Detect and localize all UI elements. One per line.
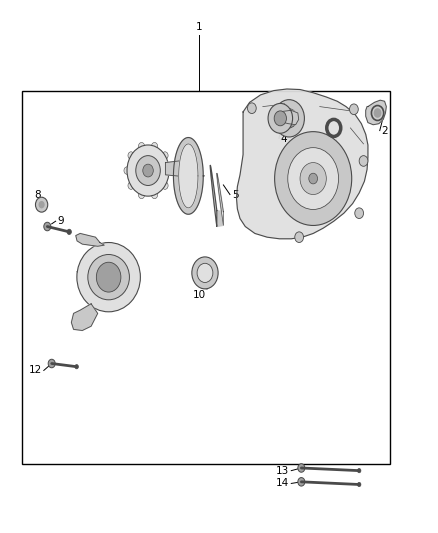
- Circle shape: [166, 167, 172, 174]
- Circle shape: [138, 191, 145, 199]
- Circle shape: [247, 103, 256, 114]
- Circle shape: [300, 163, 326, 195]
- Circle shape: [374, 108, 381, 118]
- Circle shape: [268, 103, 293, 133]
- Text: 6: 6: [184, 190, 191, 199]
- Circle shape: [281, 109, 297, 128]
- Text: 3: 3: [331, 155, 337, 165]
- Circle shape: [275, 132, 352, 225]
- Text: 8: 8: [34, 190, 41, 200]
- Polygon shape: [71, 304, 98, 330]
- Circle shape: [295, 232, 304, 243]
- Circle shape: [127, 145, 169, 196]
- Circle shape: [136, 156, 160, 185]
- Polygon shape: [210, 165, 223, 227]
- Circle shape: [162, 152, 168, 159]
- Circle shape: [298, 478, 305, 486]
- Text: 5: 5: [232, 190, 239, 199]
- Circle shape: [67, 229, 71, 235]
- Text: 13: 13: [276, 466, 289, 475]
- Polygon shape: [173, 138, 203, 214]
- Ellipse shape: [88, 255, 130, 300]
- Text: 1: 1: [196, 22, 203, 32]
- Polygon shape: [179, 144, 198, 208]
- Circle shape: [152, 191, 158, 199]
- Circle shape: [138, 142, 145, 150]
- Circle shape: [357, 469, 361, 473]
- Text: 12: 12: [28, 366, 42, 375]
- Circle shape: [298, 464, 305, 472]
- Ellipse shape: [77, 243, 140, 312]
- Circle shape: [197, 263, 213, 282]
- Circle shape: [48, 359, 55, 368]
- Circle shape: [274, 100, 304, 137]
- Circle shape: [128, 152, 134, 159]
- Circle shape: [124, 167, 130, 174]
- Text: 10: 10: [193, 290, 206, 301]
- Circle shape: [143, 164, 153, 177]
- Circle shape: [35, 197, 48, 212]
- Polygon shape: [278, 110, 299, 125]
- Polygon shape: [366, 100, 386, 125]
- Text: 9: 9: [57, 216, 64, 226]
- Circle shape: [288, 148, 339, 209]
- Circle shape: [357, 482, 361, 487]
- Text: 2: 2: [381, 126, 388, 135]
- Circle shape: [359, 156, 368, 166]
- Circle shape: [309, 173, 318, 184]
- Circle shape: [192, 257, 218, 289]
- Circle shape: [75, 365, 78, 369]
- Text: 7: 7: [140, 176, 147, 186]
- Circle shape: [39, 201, 45, 208]
- Bar: [22, 91, 390, 464]
- Circle shape: [152, 142, 158, 150]
- Text: 4: 4: [280, 134, 287, 143]
- Circle shape: [162, 182, 168, 189]
- Circle shape: [128, 182, 134, 189]
- Text: 14: 14: [276, 479, 289, 488]
- Circle shape: [355, 208, 364, 219]
- Circle shape: [274, 111, 286, 126]
- Circle shape: [350, 104, 358, 115]
- Circle shape: [96, 262, 121, 292]
- Polygon shape: [166, 160, 196, 177]
- Polygon shape: [237, 89, 368, 239]
- Text: 11: 11: [92, 302, 105, 311]
- Polygon shape: [76, 233, 104, 246]
- Circle shape: [44, 222, 51, 231]
